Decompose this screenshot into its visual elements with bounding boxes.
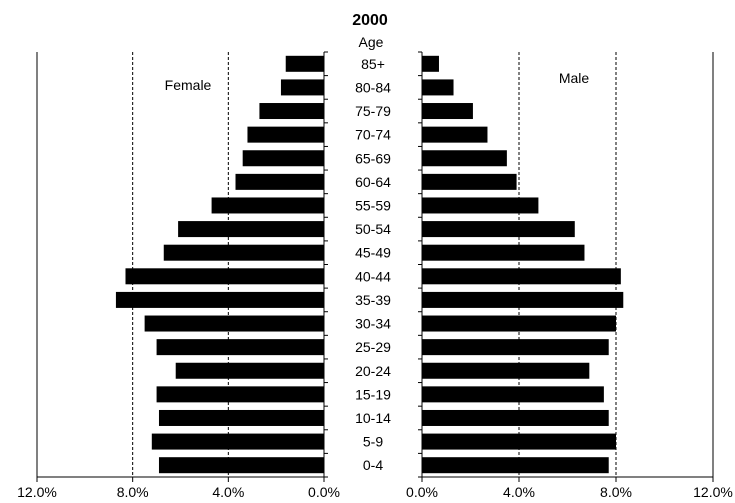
x-tick-label: 0.0%	[308, 484, 340, 500]
female-panel: 12.0% 8.0% 4.0% 0.0%	[17, 52, 340, 500]
female-bar	[281, 79, 324, 95]
x-tick-label: 4.0%	[503, 484, 535, 500]
male-bar	[422, 268, 621, 284]
chart-title: 2000	[352, 12, 388, 29]
female-bar	[176, 363, 324, 379]
female-bar	[243, 150, 324, 166]
age-group-label: 20-24	[355, 363, 391, 379]
x-tick-label: 0.0%	[406, 484, 438, 500]
female-bar	[236, 174, 324, 190]
male-bar	[422, 174, 517, 190]
age-group-label: 50-54	[355, 221, 391, 237]
x-tick-label: 12.0%	[693, 484, 733, 500]
male-bar	[422, 79, 454, 95]
female-bar	[178, 221, 324, 237]
age-group-label: 15-19	[355, 386, 391, 402]
female-bar	[259, 103, 324, 119]
female-series-label: Female	[165, 77, 212, 93]
male-bar	[422, 56, 439, 72]
male-bar	[422, 363, 589, 379]
age-group-label: 0-4	[363, 457, 383, 473]
male-bar	[422, 434, 616, 450]
x-tick-label: 8.0%	[600, 484, 632, 500]
age-group-label: 45-49	[355, 245, 391, 261]
female-bar	[159, 457, 324, 473]
female-bar	[116, 292, 324, 308]
age-group-label: 65-69	[355, 150, 391, 166]
age-header: Age	[359, 34, 384, 50]
female-bar	[157, 386, 324, 402]
female-bar	[152, 434, 324, 450]
male-series-label: Male	[559, 70, 590, 86]
age-group-label: 25-29	[355, 339, 391, 355]
age-group-label: 80-84	[355, 79, 391, 95]
male-bar	[422, 457, 609, 473]
x-tick-label: 8.0%	[117, 484, 149, 500]
male-bar	[422, 150, 507, 166]
age-group-label: 35-39	[355, 292, 391, 308]
female-bar	[145, 316, 324, 332]
female-bar	[125, 268, 324, 284]
age-group-label: 40-44	[355, 268, 391, 284]
male-bar	[422, 103, 473, 119]
age-group-label: 5-9	[363, 434, 383, 450]
female-bar	[212, 197, 324, 213]
male-bar	[422, 316, 616, 332]
x-tick-label: 12.0%	[17, 484, 57, 500]
age-group-label: 55-59	[355, 197, 391, 213]
age-group-labels: 85+ 80-84 75-79 70-74 65-69 60-64 55-59 50-54 45…	[355, 56, 391, 473]
age-group-label: 60-64	[355, 174, 391, 190]
male-bar	[422, 221, 575, 237]
x-tick-label: 4.0%	[212, 484, 244, 500]
female-bar	[286, 56, 324, 72]
male-bar	[422, 197, 538, 213]
age-group-label: 85+	[361, 56, 385, 72]
male-panel: 0.0% 4.0% 8.0% 12.0%	[406, 52, 733, 500]
age-group-label: 70-74	[355, 127, 391, 143]
age-group-label: 10-14	[355, 410, 391, 426]
male-bar	[422, 127, 487, 143]
age-group-label: 30-34	[355, 316, 391, 332]
female-bar	[164, 245, 324, 261]
male-bar	[422, 245, 584, 261]
age-group-label: 75-79	[355, 103, 391, 119]
male-bar	[422, 386, 604, 402]
male-bar	[422, 410, 609, 426]
male-bar	[422, 292, 623, 308]
female-bar	[157, 339, 324, 355]
female-bar	[247, 127, 324, 143]
female-bar	[159, 410, 324, 426]
male-bar	[422, 339, 609, 355]
